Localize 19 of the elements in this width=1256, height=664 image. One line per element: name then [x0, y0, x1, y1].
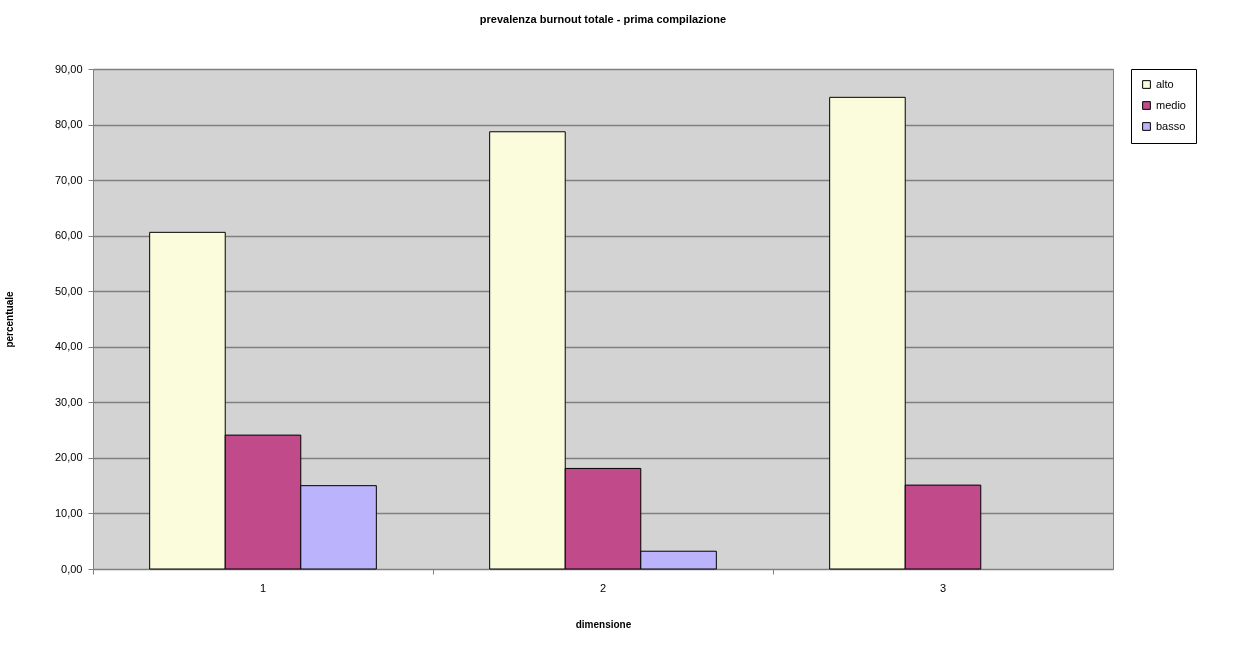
y-tick-label: 30,00 — [54, 395, 83, 408]
legend-label: alto — [1156, 77, 1174, 90]
y-tick-label: 20,00 — [54, 451, 83, 464]
x-tick-label: 1 — [259, 581, 267, 594]
legend-label: medio — [1156, 98, 1186, 111]
chart-title: prevalenza burnout totale - prima compilazione — [479, 13, 727, 25]
x-tick-label: 3 — [939, 581, 947, 594]
y-axis-title: percentuale — [3, 291, 15, 348]
y-tick-label: 0,00 — [61, 562, 83, 575]
y-tick-label: 70,00 — [54, 173, 83, 186]
y-tick-label: 50,00 — [54, 284, 83, 297]
x-tick-label: 2 — [599, 581, 607, 594]
x-axis-title: dimensione — [575, 618, 632, 630]
y-tick-label: 40,00 — [54, 340, 83, 353]
y-tick-label: 10,00 — [54, 506, 83, 519]
y-tick-label: 90,00 — [54, 62, 83, 75]
y-tick-label: 80,00 — [54, 118, 83, 131]
legend-label: basso — [1156, 119, 1186, 132]
y-tick-label: 60,00 — [54, 229, 83, 242]
